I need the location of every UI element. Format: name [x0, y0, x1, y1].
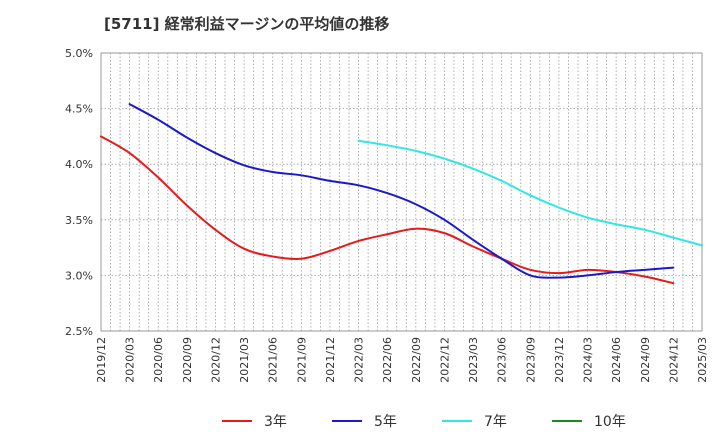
x-tick-label: 2022/03 — [353, 337, 366, 383]
x-tick-label: 2024/06 — [610, 337, 623, 383]
x-tick-label: 2023/06 — [496, 337, 509, 383]
x-tick-label: 2025/03 — [696, 337, 709, 383]
chart-title: [5711] 経常利益マージンの平均値の推移 — [104, 15, 390, 33]
x-tick-label: 2022/06 — [381, 337, 394, 383]
x-tick-label: 2023/03 — [467, 337, 480, 383]
legend-item: 7年 — [442, 411, 507, 431]
x-tick-label: 2021/06 — [267, 337, 280, 383]
legend-label: 5年 — [374, 414, 397, 430]
legend-item: 10年 — [552, 411, 626, 431]
legend-swatch — [552, 420, 582, 422]
legend-swatch — [442, 420, 472, 422]
x-tick-label: 2020/12 — [209, 337, 222, 383]
x-tick-label: 2020/09 — [181, 337, 194, 383]
x-tick-label: 2023/09 — [524, 337, 537, 383]
series-line-1 — [100, 135, 675, 285]
x-tick-label: 2022/09 — [410, 337, 423, 383]
x-tick-label: 2019/12 — [95, 337, 108, 383]
legend-label: 10年 — [594, 414, 626, 430]
x-tick-label: 2024/09 — [639, 337, 652, 383]
x-tick-label: 2020/06 — [152, 337, 165, 383]
x-tick-label: 2023/12 — [553, 337, 566, 383]
x-tick-label: 2021/03 — [238, 337, 251, 383]
x-tick-label: 2022/12 — [438, 337, 451, 383]
y-tick-label: 4.0% — [65, 158, 93, 171]
plot-area — [100, 52, 703, 332]
legend-item: 5年 — [332, 411, 397, 431]
legend-label: 3年 — [264, 414, 287, 430]
y-tick-label: 2.5% — [65, 325, 93, 338]
legend-item: 3年 — [222, 411, 287, 431]
legend-swatch — [222, 420, 252, 422]
series-line-3 — [357, 139, 703, 247]
x-tick-label: 2021/12 — [324, 337, 337, 383]
series-line-2 — [128, 103, 675, 279]
y-tick-label: 3.0% — [65, 269, 93, 282]
y-tick-label: 5.0% — [65, 47, 93, 60]
y-tick-label: 3.5% — [65, 214, 93, 227]
x-tick-label: 2024/03 — [582, 337, 595, 383]
legend-swatch — [332, 420, 362, 422]
x-tick-label: 2020/03 — [124, 337, 137, 383]
x-tick-label: 2024/12 — [667, 337, 680, 383]
x-tick-label: 2021/09 — [295, 337, 308, 383]
y-tick-label: 4.5% — [65, 103, 93, 116]
legend-label: 7年 — [484, 414, 507, 430]
